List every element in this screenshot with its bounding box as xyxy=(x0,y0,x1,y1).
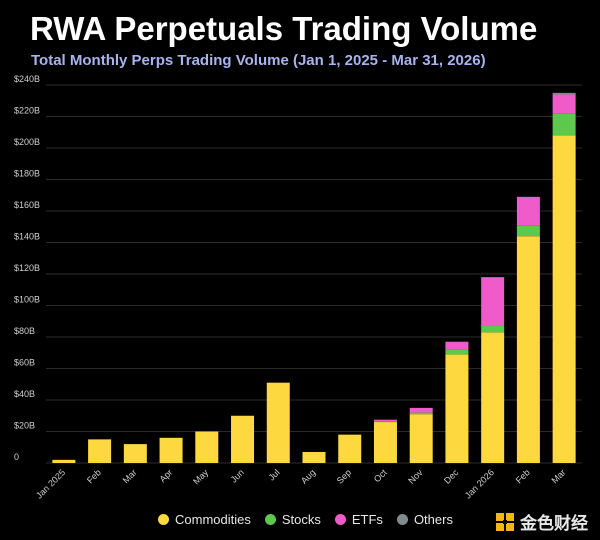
x-tick-label: Feb xyxy=(514,467,532,485)
bar-segment-commodities xyxy=(88,439,111,463)
bar-segment-stocks xyxy=(553,113,576,135)
bar-segment-commodities xyxy=(374,422,397,463)
legend-swatch-commodities xyxy=(158,514,169,525)
y-tick-label: $140B xyxy=(14,232,40,242)
stacked-bar-chart: 0 $20B $40B $60B $80B $100B $120B $140B $160B $18… xyxy=(0,0,600,505)
bar-segment-stocks xyxy=(517,225,540,236)
bar-segment-commodities xyxy=(160,438,183,463)
legend-item-others: Others xyxy=(397,512,453,527)
x-tick-label: Jul xyxy=(266,467,281,482)
bar-segment-etfs xyxy=(517,197,540,225)
y-tick-label: $160B xyxy=(14,200,40,210)
bar-segment-commodities xyxy=(52,460,75,463)
bar-segment-others xyxy=(553,93,576,95)
x-tick-label: Sep xyxy=(335,467,353,485)
x-tick-label: Jan 2026 xyxy=(463,467,496,500)
bar-segment-commodities xyxy=(410,414,433,463)
legend-label-etfs: ETFs xyxy=(352,512,383,527)
y-tick-label: $120B xyxy=(14,263,40,273)
bar-segment-stocks xyxy=(410,413,433,415)
legend-item-etfs: ETFs xyxy=(335,512,383,527)
x-tick-label: Dec xyxy=(442,467,461,486)
legend-item-commodities: Commodities xyxy=(158,512,251,527)
legend-label-others: Others xyxy=(414,512,453,527)
x-tick-label: Apr xyxy=(157,467,174,484)
y-tick-label: $180B xyxy=(14,169,40,179)
y-tick-label: $80B xyxy=(14,326,35,336)
bar-segment-commodities xyxy=(338,435,361,463)
watermark: 金色财经 xyxy=(495,509,588,534)
legend-label-stocks: Stocks xyxy=(282,512,321,527)
watermark-text: 金色财经 xyxy=(520,509,588,534)
bar-segment-etfs xyxy=(374,420,397,422)
bar-segment-stocks xyxy=(481,326,504,332)
y-tick-label: $220B xyxy=(14,106,40,116)
x-tick-label: Nov xyxy=(406,467,425,486)
x-tick-label: May xyxy=(191,467,210,486)
bar-segment-commodities xyxy=(195,432,218,464)
bar-segment-commodities xyxy=(517,236,540,463)
bar-segment-commodities xyxy=(445,354,468,463)
y-tick-label: $240B xyxy=(14,74,40,84)
bar-segment-commodities xyxy=(553,135,576,463)
bar-segment-commodities xyxy=(303,452,326,463)
y-tick-label: $100B xyxy=(14,295,40,305)
legend-swatch-others xyxy=(397,514,408,525)
y-tick-label: $60B xyxy=(14,358,35,368)
bar-segment-etfs xyxy=(481,277,504,326)
bar-segment-commodities xyxy=(124,444,147,463)
bar-segment-commodities xyxy=(231,416,254,463)
y-tick-label: 0 xyxy=(14,452,19,462)
bar-segment-etfs xyxy=(553,94,576,113)
x-tick-label: Jan 2025 xyxy=(34,467,67,500)
bar-segment-etfs xyxy=(445,342,468,350)
legend-item-stocks: Stocks xyxy=(265,512,321,527)
x-tick-label: Jun xyxy=(229,467,246,484)
bar-segment-stocks xyxy=(374,421,397,422)
x-tick-label: Mar xyxy=(121,467,139,485)
legend-swatch-stocks xyxy=(265,514,276,525)
x-tick-label: Feb xyxy=(85,467,103,485)
chart-legend: Commodities Stocks ETFs Others xyxy=(158,512,467,527)
x-tick-label: Oct xyxy=(372,467,389,484)
jinse-logo-icon xyxy=(495,512,515,532)
y-tick-label: $20B xyxy=(14,421,35,431)
bar-segment-commodities xyxy=(267,383,290,463)
y-tick-label: $200B xyxy=(14,137,40,147)
bar-segment-commodities xyxy=(481,332,504,463)
bar-segment-etfs xyxy=(410,408,433,413)
bar-segment-stocks xyxy=(445,350,468,355)
x-tick-label: Aug xyxy=(299,467,317,485)
y-tick-label: $40B xyxy=(14,389,35,399)
x-tick-label: Mar xyxy=(550,467,568,485)
legend-label-commodities: Commodities xyxy=(175,512,251,527)
legend-swatch-etfs xyxy=(335,514,346,525)
